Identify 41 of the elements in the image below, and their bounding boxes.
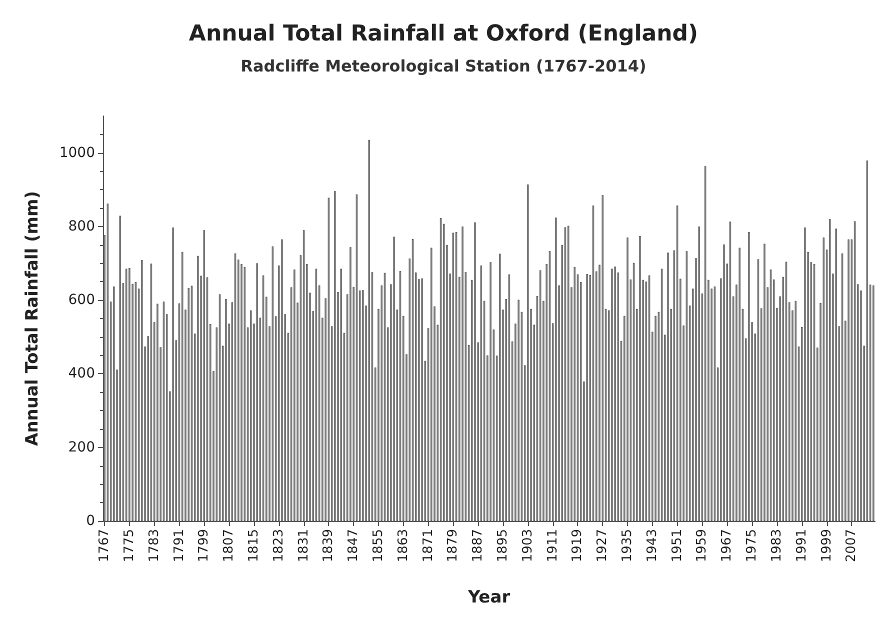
x-tick-label: 1999 <box>819 529 834 562</box>
x-tick-label: 1871 <box>420 529 436 562</box>
x-tick-label: 1991 <box>794 529 810 562</box>
x-tick-label: 1967 <box>720 529 735 562</box>
x-axis-title: Year <box>466 588 511 608</box>
x-tick-label: 1935 <box>620 529 636 562</box>
y-tick-label: 800 <box>68 218 95 234</box>
x-tick-label: 1951 <box>670 529 685 562</box>
x-tick-label: 1863 <box>396 529 411 562</box>
x-tick-label: 1959 <box>694 529 710 562</box>
y-axis-title: Annual Total Rainfall (mm) <box>22 191 42 446</box>
x-tick-label: 1767 <box>97 529 112 562</box>
x-tick-label: 1943 <box>644 529 660 562</box>
x-tick-label: 1783 <box>146 529 162 562</box>
x-tick-label: 1799 <box>196 529 212 562</box>
x-tick-label: 1815 <box>246 529 262 562</box>
x-tick-label: 1895 <box>496 529 511 562</box>
y-tick-label: 1000 <box>59 144 95 161</box>
chart-title: Annual Total Rainfall at Oxford (England) <box>188 22 698 46</box>
x-tick-label: 1919 <box>570 529 586 562</box>
x-tick-label: 1807 <box>222 529 237 562</box>
x-tick-label: 2007 <box>844 529 860 562</box>
x-tick-label: 1927 <box>595 529 610 562</box>
x-tick-label: 1823 <box>271 529 286 562</box>
x-tick-label: 1887 <box>470 529 486 562</box>
y-tick-label: 200 <box>68 439 95 456</box>
x-tick-label: 1831 <box>296 529 312 562</box>
x-tick-label: 1879 <box>446 529 461 562</box>
x-tick-label: 1855 <box>370 529 386 562</box>
x-tick-label: 1983 <box>769 529 784 562</box>
x-tick-label: 1975 <box>744 529 760 562</box>
y-tick-label: 400 <box>68 366 95 382</box>
x-tick-label: 1791 <box>172 529 187 562</box>
y-tick-label: 0 <box>86 513 95 529</box>
x-tick-label: 1839 <box>321 529 336 562</box>
x-tick-label: 1847 <box>346 529 362 562</box>
x-tick-label: 1775 <box>122 529 137 562</box>
chart-subtitle: Radcliffe Meteorological Station (1767-2014) <box>240 56 646 76</box>
y-tick-label: 600 <box>68 292 95 308</box>
x-tick-label: 1911 <box>545 529 560 562</box>
x-tick-label: 1903 <box>520 529 536 562</box>
